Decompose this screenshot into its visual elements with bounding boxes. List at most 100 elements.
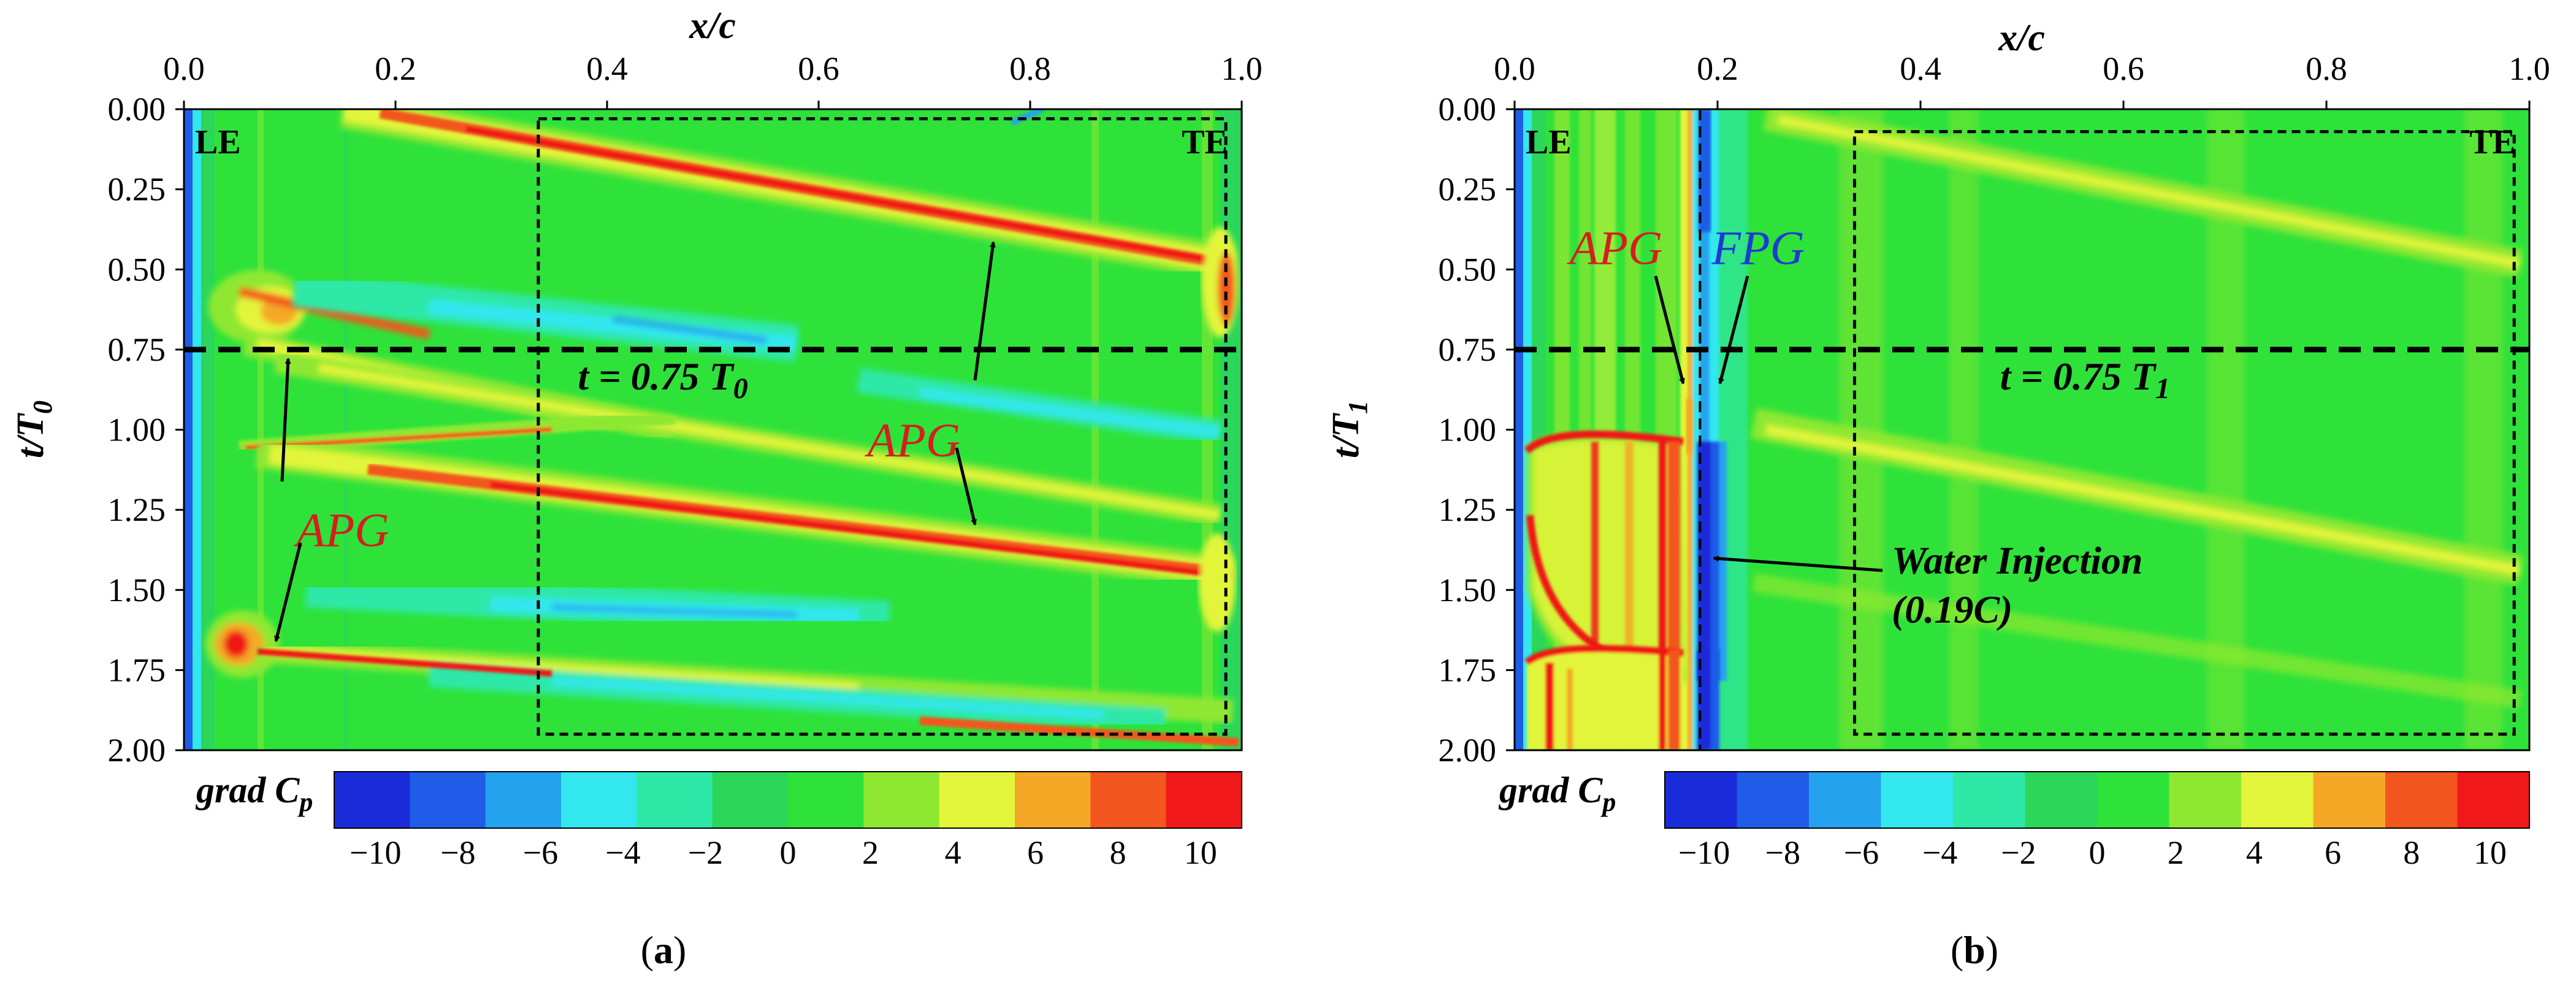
y-tick-label: 1.50 xyxy=(108,572,166,609)
colorbar-title-b: grad Cp xyxy=(1498,770,1616,817)
colorbar-swatch xyxy=(2385,772,2458,828)
colorbar-tick-label: 4 xyxy=(2246,834,2263,871)
colorbar-swatch xyxy=(712,772,789,828)
colorbar-a: −10 −8 −6 −4 −2 0 2 4 6 8 10 xyxy=(334,771,1242,871)
injection-arrow xyxy=(1713,555,1883,572)
x-tick-label: 0.2 xyxy=(1697,50,1738,87)
colorbar-tick-label: 4 xyxy=(945,834,961,871)
annotation-arrow-a2 xyxy=(274,542,302,642)
y-tick-label: 0.75 xyxy=(1439,331,1497,368)
x-tick-label: 0.8 xyxy=(1009,50,1051,87)
x-tick-label: 0.4 xyxy=(1900,50,1941,87)
apg-annotation-right-a: APG xyxy=(864,413,960,467)
colorbar-tick-label: 0 xyxy=(780,834,797,871)
caption-b: (b) xyxy=(1951,928,1998,972)
colorbar-swatch xyxy=(1953,772,2025,828)
annotation-arrow-b1 xyxy=(1654,275,1685,385)
x-axis-ticks-a: 0.0 0.2 0.4 0.6 0.8 1.0 xyxy=(163,50,1263,109)
x-tick-label: 0.4 xyxy=(586,50,628,87)
colorbar-swatch xyxy=(2025,772,2098,828)
colorbar-swatch xyxy=(1015,772,1091,828)
apg-annotation-b: APG xyxy=(1567,221,1663,275)
colorbar-tick-label: −4 xyxy=(1922,834,1957,871)
colorbar-tick-label: −2 xyxy=(688,834,723,871)
trailing-edge-label-b: TE xyxy=(2469,123,2515,161)
y-tick-label: 1.75 xyxy=(108,651,166,688)
y-tick-label: 0.50 xyxy=(1439,251,1497,288)
leading-edge-label-b: LE xyxy=(1526,123,1572,161)
y-tick-label: 1.00 xyxy=(1439,412,1497,448)
colorbar-swatch xyxy=(334,772,410,828)
panel-a: 0.0 0.2 0.4 0.6 0.8 1.0 0.0 0 0.25 0.50 0.75 1.00 1… xyxy=(10,5,1263,972)
colorbar-swatch xyxy=(2241,772,2314,828)
colorbar-swatch xyxy=(788,772,864,828)
region-box-a xyxy=(537,117,1228,736)
trailing-edge-label-a: TE xyxy=(1182,123,1228,161)
y-axis-label-b: t/T1 xyxy=(1325,401,1373,458)
y-tick-label: 2.00 xyxy=(108,732,166,769)
colorbar-swatch xyxy=(2097,772,2169,828)
colorbar-tick-label: −8 xyxy=(1765,834,1800,871)
colorbar-tick-label: −10 xyxy=(350,834,401,871)
y-tick-label: 1.75 xyxy=(1439,651,1497,688)
y-tick-label: 0.50 xyxy=(108,251,166,288)
colorbar-swatch xyxy=(636,772,713,828)
colorbar-swatch xyxy=(2313,772,2386,828)
y-tick-label: 1.00 xyxy=(108,412,166,448)
x-axis-ticks-b: 0.0 0.2 0.4 0.6 0.8 1.0 xyxy=(1494,50,2550,109)
colorbar-tick-label: −8 xyxy=(440,834,475,871)
caption-a: (a) xyxy=(641,928,687,972)
x-tick-label: 0.8 xyxy=(2306,50,2347,87)
heatmap-field-a xyxy=(184,109,1242,750)
x-tick-label: 0.6 xyxy=(798,50,839,87)
colorbar-swatch xyxy=(1665,772,1737,828)
colorbar-tick-label: −4 xyxy=(605,834,640,871)
colorbar-tick-label: 6 xyxy=(1027,834,1044,871)
colorbar-tick-label: 10 xyxy=(1184,834,1217,871)
x-tick-label: 0.2 xyxy=(375,50,416,87)
water-injection-label: Water Injection xyxy=(1892,539,2143,582)
y-tick-label: 0.00 xyxy=(1439,91,1497,128)
x-tick-label: 1.0 xyxy=(2509,50,2550,87)
water-injection-location: (0.19C) xyxy=(1892,588,2012,631)
y-tick-label: 2.00 xyxy=(1439,732,1497,769)
colorbar-swatch xyxy=(410,772,486,828)
reference-line-label-b: t = 0.75 T1 xyxy=(2000,355,2170,405)
annotation-arrow-a1 xyxy=(280,358,291,482)
colorbar-tick-label: 8 xyxy=(1110,834,1126,871)
colorbar-tick-label: 6 xyxy=(2325,834,2341,871)
colorbar-tick-label: −2 xyxy=(2001,834,2036,871)
y-axis-ticks-a: 0.00 0.25 0.50 0.75 1.00 1.25 1.50 1.75 2.00 xyxy=(108,91,184,769)
fpg-annotation-b: FPG xyxy=(1711,221,1805,275)
colorbar-tick-label: 0 xyxy=(2089,834,2106,871)
y-tick-label: 0.75 xyxy=(108,331,166,368)
colorbar-swatch xyxy=(1809,772,1881,828)
x-tick-label: 0.0 xyxy=(163,50,205,87)
y-tick-label: 0.25 xyxy=(1439,171,1497,208)
colorbar-swatch xyxy=(1881,772,1954,828)
annotation-arrow-b2 xyxy=(1718,275,1749,385)
colorbar-tick-label: 8 xyxy=(2403,834,2420,871)
y-tick-label: 1.50 xyxy=(1439,572,1497,609)
colorbar-tick-label: −6 xyxy=(523,834,558,871)
y-axis-label-a: t/T0 xyxy=(10,401,58,458)
apg-annotation-left-a: APG xyxy=(293,503,389,556)
x-tick-label: 0.6 xyxy=(2103,50,2144,87)
colorbar-tick-label: −10 xyxy=(1678,834,1730,871)
colorbar-swatch xyxy=(2457,772,2530,828)
annotation-arrow-a4 xyxy=(955,447,977,526)
colorbar-tick-label: 2 xyxy=(2168,834,2184,871)
leading-edge-label-a: LE xyxy=(195,123,241,161)
y-tick-label: 1.25 xyxy=(1439,491,1497,528)
x-tick-label: 1.0 xyxy=(1221,50,1263,87)
colorbar-title-a: grad Cp xyxy=(195,770,313,817)
colorbar-tick-label: 2 xyxy=(862,834,879,871)
x-axis-label-a: x/c xyxy=(689,5,736,47)
colorbar-swatch xyxy=(863,772,940,828)
y-tick-label: 0.25 xyxy=(108,171,166,208)
heatmap-field-b xyxy=(1515,109,2529,750)
y-tick-label: 1.25 xyxy=(108,491,166,528)
colorbar-b: −10 −8 −6 −4 −2 0 2 4 6 8 10 xyxy=(1664,771,2530,871)
x-axis-label-b: x/c xyxy=(1998,17,2045,59)
